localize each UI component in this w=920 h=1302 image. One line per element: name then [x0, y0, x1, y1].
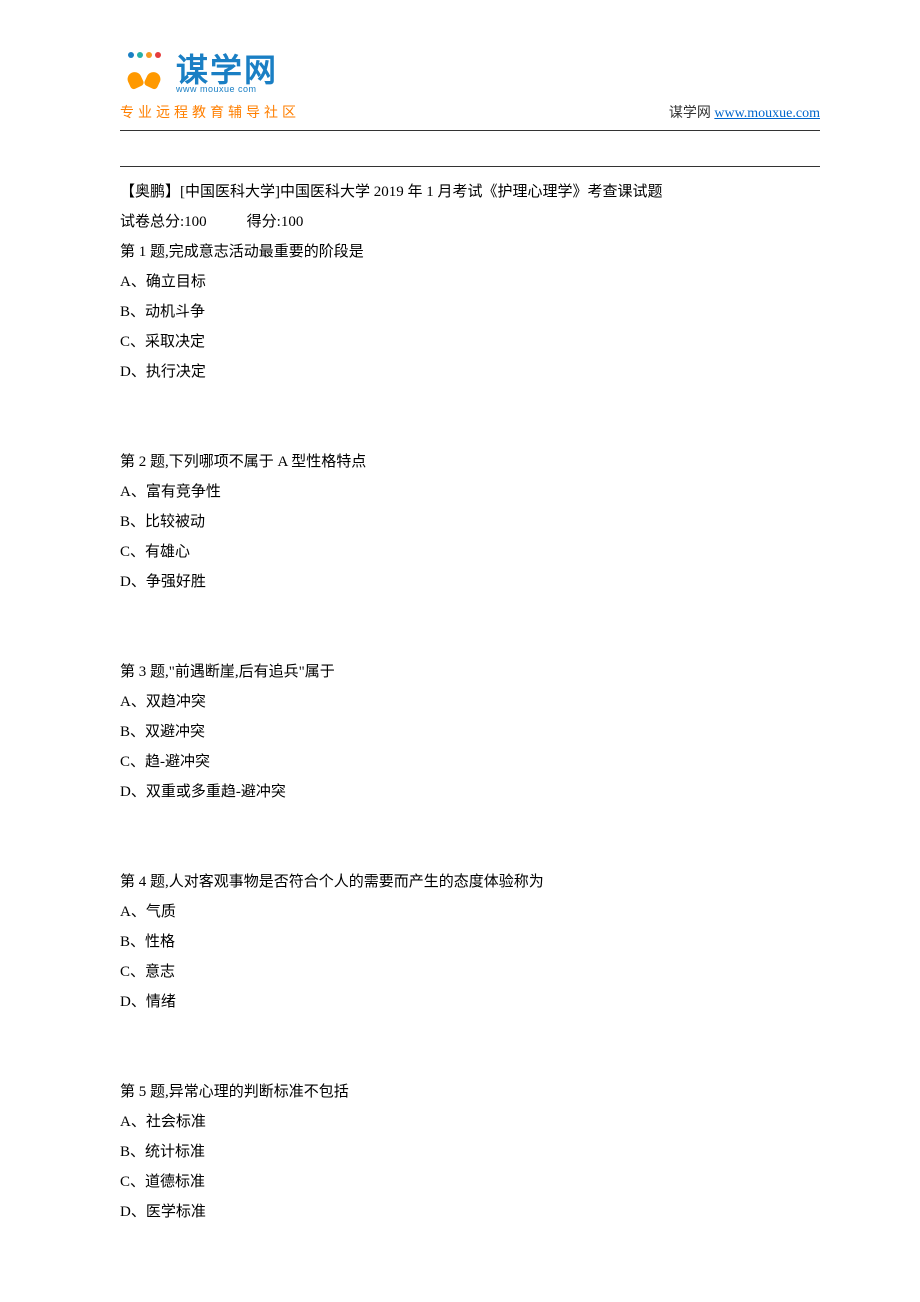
- question-stem: 第 3 题,"前遇断崖,后有追兵"属于: [120, 657, 820, 687]
- question-stem: 第 1 题,完成意志活动最重要的阶段是: [120, 237, 820, 267]
- logo-section: 谋学网 www mouxue com 专业远程教育辅导社区: [120, 50, 300, 122]
- question-stem: 第 2 题,下列哪项不属于 A 型性格特点: [120, 447, 820, 477]
- achieved-score-label: 得分:100: [247, 214, 304, 230]
- question-option: B、比较被动: [120, 507, 820, 537]
- question-option: B、双避冲突: [120, 717, 820, 747]
- logo-url-small: www mouxue com: [176, 84, 278, 94]
- question-option: A、富有竞争性: [120, 477, 820, 507]
- question-option: D、执行决定: [120, 357, 820, 387]
- logo-hands-icon: [120, 72, 168, 90]
- site-name-label: 谋学网: [669, 106, 711, 121]
- question-option: A、双趋冲突: [120, 687, 820, 717]
- question-block: 第 4 题,人对客观事物是否符合个人的需要而产生的态度体验称为 A、气质 B、性…: [120, 867, 820, 1017]
- question-option: A、气质: [120, 897, 820, 927]
- question-block: 第 3 题,"前遇断崖,后有追兵"属于 A、双趋冲突 B、双避冲突 C、趋-避冲…: [120, 657, 820, 807]
- question-option: D、双重或多重趋-避冲突: [120, 777, 820, 807]
- content-area: 【奥鹏】[中国医科大学]中国医科大学 2019 年 1 月考试《护理心理学》考查…: [120, 166, 820, 1227]
- site-url-link[interactable]: www.mouxue.com: [714, 106, 820, 121]
- question-option: C、道德标准: [120, 1167, 820, 1197]
- question-block: 第 5 题,异常心理的判断标准不包括 A、社会标准 B、统计标准 C、道德标准 …: [120, 1077, 820, 1227]
- logo-text-wrap: 谋学网 www mouxue com: [176, 54, 278, 94]
- question-option: D、争强好胜: [120, 567, 820, 597]
- question-option: C、采取决定: [120, 327, 820, 357]
- question-stem: 第 4 题,人对客观事物是否符合个人的需要而产生的态度体验称为: [120, 867, 820, 897]
- question-option: A、社会标准: [120, 1107, 820, 1137]
- logo-subtitle: 专业远程教育辅导社区: [120, 102, 300, 122]
- exam-title: 【奥鹏】[中国医科大学]中国医科大学 2019 年 1 月考试《护理心理学》考查…: [120, 177, 820, 207]
- question-option: A、确立目标: [120, 267, 820, 297]
- logo-dots-icon: [120, 52, 168, 58]
- question-option: B、动机斗争: [120, 297, 820, 327]
- total-score-label: 试卷总分:100: [120, 214, 207, 230]
- question-option: C、有雄心: [120, 537, 820, 567]
- header-right: 谋学网 www.mouxue.com: [669, 102, 820, 122]
- question-option: C、意志: [120, 957, 820, 987]
- logo-area: 谋学网 www mouxue com: [120, 50, 300, 98]
- question-option: D、医学标准: [120, 1197, 820, 1227]
- logo-icon: [120, 50, 168, 98]
- logo-main-text: 谋学网: [176, 54, 278, 86]
- question-option: C、趋-避冲突: [120, 747, 820, 777]
- question-stem: 第 5 题,异常心理的判断标准不包括: [120, 1077, 820, 1107]
- page-header: 谋学网 www mouxue com 专业远程教育辅导社区 谋学网 www.mo…: [120, 50, 820, 131]
- question-option: B、性格: [120, 927, 820, 957]
- exam-score-line: 试卷总分:100 得分:100: [120, 207, 820, 237]
- question-block: 第 1 题,完成意志活动最重要的阶段是 A、确立目标 B、动机斗争 C、采取决定…: [120, 237, 820, 387]
- question-option: B、统计标准: [120, 1137, 820, 1167]
- question-block: 第 2 题,下列哪项不属于 A 型性格特点 A、富有竞争性 B、比较被动 C、有…: [120, 447, 820, 597]
- question-option: D、情绪: [120, 987, 820, 1017]
- page-container: 谋学网 www mouxue com 专业远程教育辅导社区 谋学网 www.mo…: [0, 0, 920, 1297]
